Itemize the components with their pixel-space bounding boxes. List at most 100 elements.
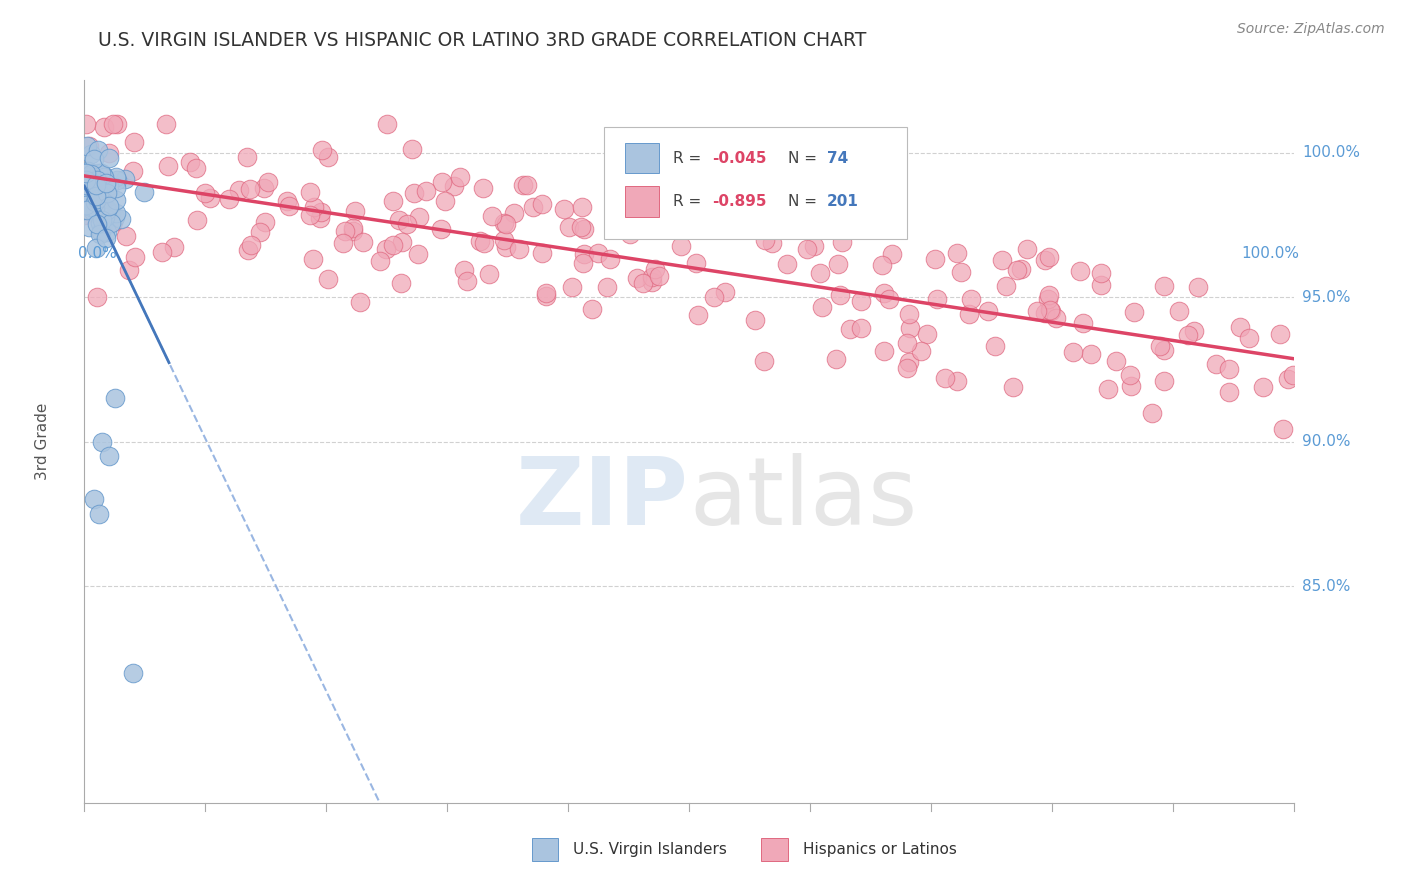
Point bbox=[508, 242, 530, 256]
Point bbox=[94, 176, 117, 190]
Point bbox=[105, 169, 128, 184]
Point bbox=[1045, 310, 1067, 325]
Point bbox=[83, 195, 105, 210]
Point bbox=[253, 181, 276, 195]
Point bbox=[302, 252, 325, 266]
Point bbox=[96, 225, 118, 239]
Point bbox=[218, 192, 240, 206]
Point bbox=[90, 188, 112, 202]
Point bbox=[83, 153, 105, 167]
Point bbox=[84, 178, 107, 193]
Point bbox=[1121, 379, 1143, 393]
Point bbox=[249, 225, 271, 239]
Point bbox=[1038, 250, 1060, 264]
Point bbox=[945, 246, 967, 260]
Point bbox=[910, 344, 932, 359]
Point bbox=[179, 154, 201, 169]
Point bbox=[714, 285, 737, 300]
Point bbox=[1005, 263, 1028, 277]
Point bbox=[849, 294, 872, 309]
Point bbox=[1062, 345, 1084, 359]
Point bbox=[430, 221, 453, 235]
Point bbox=[586, 246, 609, 260]
Point bbox=[572, 256, 595, 270]
Point bbox=[702, 290, 724, 304]
Point bbox=[404, 186, 426, 200]
Point bbox=[776, 257, 799, 271]
Point bbox=[984, 339, 1007, 353]
Point bbox=[132, 185, 155, 199]
Point bbox=[105, 194, 128, 208]
Point bbox=[959, 292, 981, 306]
Point bbox=[1122, 305, 1144, 319]
Point bbox=[311, 204, 333, 219]
Text: -0.045: -0.045 bbox=[711, 151, 766, 166]
Point bbox=[110, 211, 132, 226]
Point bbox=[89, 202, 111, 216]
Point bbox=[977, 304, 1000, 318]
Point bbox=[391, 235, 413, 249]
Point bbox=[342, 220, 364, 235]
Point bbox=[96, 202, 118, 217]
Point bbox=[93, 168, 115, 182]
Point bbox=[97, 151, 120, 165]
Point bbox=[118, 263, 141, 277]
Point bbox=[150, 245, 173, 260]
Point bbox=[100, 205, 122, 219]
Point bbox=[97, 146, 120, 161]
Text: 85.0%: 85.0% bbox=[1302, 579, 1350, 593]
Point bbox=[1149, 339, 1171, 353]
Point bbox=[257, 176, 280, 190]
Point bbox=[80, 167, 103, 181]
Point bbox=[375, 117, 398, 131]
Text: R =: R = bbox=[673, 151, 706, 166]
Point bbox=[896, 361, 918, 376]
Point bbox=[898, 355, 921, 369]
Text: 201: 201 bbox=[827, 194, 859, 209]
Point bbox=[481, 209, 503, 223]
Point bbox=[79, 200, 101, 214]
Point bbox=[408, 211, 430, 225]
Point bbox=[100, 216, 122, 230]
Text: Source: ZipAtlas.com: Source: ZipAtlas.com bbox=[1237, 22, 1385, 37]
Point bbox=[1033, 252, 1056, 267]
Point bbox=[1168, 304, 1191, 318]
Point bbox=[75, 166, 97, 180]
Point bbox=[1038, 293, 1060, 307]
Point bbox=[239, 182, 262, 196]
Point bbox=[75, 172, 97, 186]
Point bbox=[512, 178, 534, 192]
Point bbox=[389, 276, 412, 290]
Point bbox=[76, 202, 98, 217]
Point bbox=[873, 343, 896, 358]
Point bbox=[831, 235, 853, 250]
Bar bbox=[624, 143, 659, 173]
Point bbox=[453, 263, 475, 277]
Point bbox=[1010, 262, 1032, 277]
Point bbox=[619, 227, 641, 241]
Point bbox=[1277, 372, 1299, 386]
Point bbox=[596, 280, 619, 294]
Point bbox=[1153, 343, 1175, 357]
Point bbox=[1153, 375, 1175, 389]
Point bbox=[1097, 382, 1119, 396]
Point bbox=[332, 236, 354, 251]
Point bbox=[349, 294, 371, 309]
Point bbox=[96, 230, 118, 244]
Point bbox=[581, 302, 603, 317]
Point bbox=[534, 288, 557, 302]
Point bbox=[574, 222, 596, 236]
Point bbox=[200, 191, 222, 205]
Point bbox=[471, 181, 494, 195]
Point bbox=[75, 117, 97, 131]
Point bbox=[838, 322, 860, 336]
Point bbox=[686, 308, 709, 322]
Point bbox=[1153, 278, 1175, 293]
Point bbox=[382, 194, 405, 208]
Point bbox=[934, 371, 956, 385]
Point bbox=[434, 194, 457, 209]
Point bbox=[75, 175, 97, 189]
Point bbox=[87, 143, 110, 157]
Point bbox=[644, 262, 666, 277]
Point bbox=[503, 206, 526, 220]
